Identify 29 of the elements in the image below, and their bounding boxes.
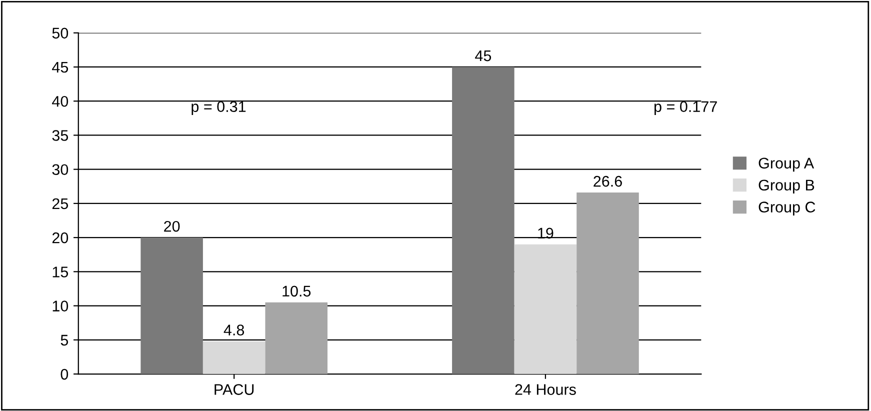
y-tick-label: 20 xyxy=(52,232,68,244)
bar xyxy=(265,302,328,374)
data-label: 10.5 xyxy=(282,286,311,297)
legend-label: Group B xyxy=(758,180,814,194)
y-tick-label: 25 xyxy=(52,198,68,210)
annotation: p = 0.177 xyxy=(654,101,717,116)
y-tick-label: 50 xyxy=(52,28,68,39)
data-label: 26.6 xyxy=(594,176,622,187)
bar xyxy=(576,192,639,374)
legend-label: Group C xyxy=(758,202,816,216)
y-tick-label: 45 xyxy=(52,62,68,73)
bar xyxy=(452,66,514,374)
legend-label: Group A xyxy=(758,158,814,172)
data-label: 45 xyxy=(475,50,492,62)
x-tick-label: PACU xyxy=(214,384,254,395)
data-label: 20 xyxy=(164,220,180,232)
bar xyxy=(140,238,203,374)
y-tick-label: 10 xyxy=(52,300,68,312)
x-tick-label: 24 Hours xyxy=(515,384,576,395)
bar xyxy=(202,341,266,374)
y-tick-label: 0 xyxy=(60,368,68,380)
y-tick-label: 40 xyxy=(52,96,68,107)
y-tick-label: 35 xyxy=(52,130,68,141)
annotation: p = 0.31 xyxy=(192,101,246,116)
y-tick-label: 15 xyxy=(52,266,68,278)
bar xyxy=(514,244,577,374)
y-tick-label: 5 xyxy=(60,334,68,346)
data-label: 4.8 xyxy=(224,324,244,336)
y-tick-label: 30 xyxy=(52,164,68,176)
